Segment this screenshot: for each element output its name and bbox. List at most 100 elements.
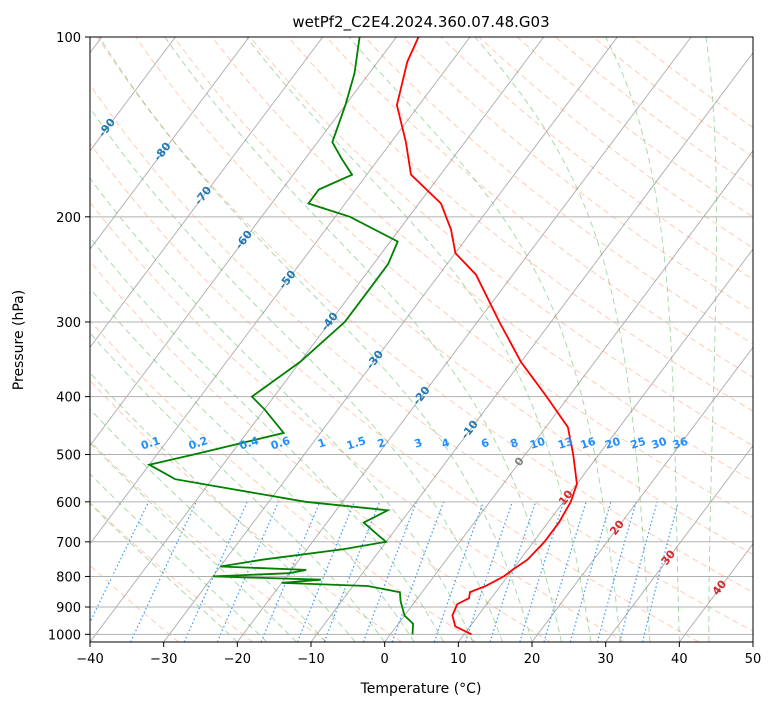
mixing-ratio-label: 6 <box>479 436 491 451</box>
moist-adiabat <box>90 332 386 642</box>
x-tick-label: −20 <box>224 652 251 667</box>
mixing-ratio-label: 0.4 <box>238 434 261 452</box>
x-tick-label: 10 <box>450 652 467 667</box>
y-tick-label: 200 <box>56 211 81 226</box>
moist-adiabat <box>348 37 621 642</box>
chart-title: wetPf2_C2E4.2024.360.07.48.G03 <box>292 13 549 32</box>
dry-adiabat <box>90 319 477 642</box>
plot-background <box>90 37 753 642</box>
mixing-ratio-label: 8 <box>509 436 520 451</box>
y-tick-label: 1000 <box>48 628 81 643</box>
mixing-ratio-line <box>519 501 565 642</box>
y-tick-label: 900 <box>56 601 81 616</box>
x-tick-label: −30 <box>150 652 177 667</box>
y-axis-label: Pressure (hPa) <box>11 290 27 390</box>
x-tick-label: 20 <box>524 652 541 667</box>
x-tick-label: 30 <box>597 652 614 667</box>
moist-adiabat <box>90 236 445 642</box>
mixing-ratio-label: 1.5 <box>345 434 368 452</box>
mixing-ratio-label: 0.2 <box>187 434 210 452</box>
x-tick-label: 50 <box>745 652 762 667</box>
isotherm-line <box>90 37 250 250</box>
mixing-ratio-line <box>433 501 484 642</box>
dry-adiabat <box>90 379 402 642</box>
y-tick-label: 300 <box>56 316 81 331</box>
moist-adiabat <box>90 107 503 642</box>
mixing-ratio-label: 0.1 <box>139 434 162 452</box>
pressure-gridlines <box>90 37 753 635</box>
moist-adiabat <box>90 177 474 642</box>
isotherm-line <box>752 641 753 642</box>
dry-adiabat <box>402 37 753 312</box>
mixing-ratio-line <box>183 501 248 642</box>
isotherm-line <box>605 444 753 642</box>
isotherm-line <box>531 346 753 642</box>
mixing-ratio-line <box>296 501 355 642</box>
mixing-ratio-line <box>362 501 418 642</box>
x-axis: −40 −30 −20 −10 0 10 20 30 40 50 <box>76 642 761 667</box>
dry-adiabat <box>90 260 551 642</box>
x-tick-label: −40 <box>76 652 103 667</box>
dry-adiabat <box>364 37 753 345</box>
y-axis: 100 200 300 400 500 600 700 800 900 1000 <box>48 31 90 643</box>
moist-adiabat <box>90 287 415 642</box>
dry-adiabat <box>135 37 753 555</box>
isotherm-line <box>236 37 692 642</box>
plot-frame <box>89 36 754 643</box>
dry-adiabat <box>90 440 328 642</box>
mixing-ratio-line <box>323 501 381 642</box>
mixing-ratio-label: 16 <box>579 435 598 452</box>
dry-adiabat <box>90 201 625 642</box>
isotherm-line <box>163 37 618 642</box>
mixing-ratio-label: 2 <box>376 436 387 451</box>
dry-adiabat <box>96 37 753 593</box>
isotherm-line <box>90 37 471 545</box>
profile-lines <box>146 37 578 636</box>
isotherm-line <box>90 37 397 447</box>
mixing-ratio-label: 25 <box>629 435 648 452</box>
temperature-line <box>395 37 578 636</box>
dry-adiabat <box>90 142 700 642</box>
mixing-ratio-line <box>489 501 537 642</box>
mixing-ratio-line <box>464 501 514 642</box>
mixing-ratio-label: 36 <box>671 435 690 452</box>
isotherm-line <box>90 37 545 642</box>
moist-adiabat <box>705 37 717 642</box>
moist-adiabat <box>98 37 533 642</box>
y-tick-label: 800 <box>56 570 81 585</box>
isotherm-line <box>384 150 753 642</box>
isotherm-label: -100 <box>35 93 62 123</box>
y-tick-label: 600 <box>56 496 81 511</box>
moist-adiabat <box>474 37 651 642</box>
mixing-ratio-label: 13 <box>556 435 575 452</box>
dry-adiabat <box>90 564 180 642</box>
mixing-ratio-label: 3 <box>413 436 424 451</box>
mixing-ratio-label: 4 <box>440 436 452 451</box>
y-tick-label: 700 <box>56 536 81 551</box>
y-tick-label: 400 <box>56 391 81 406</box>
dewpoint-line <box>146 37 415 635</box>
mixing-ratio-label: 20 <box>603 435 622 452</box>
x-tick-label: −10 <box>297 652 324 667</box>
isotherm-line <box>90 37 176 152</box>
moist-adiabat <box>90 473 268 642</box>
x-axis-label: Temperature (°C) <box>360 681 482 697</box>
moist-adiabat <box>245 37 592 642</box>
mixing-ratio-line <box>260 501 321 642</box>
y-tick-label: 500 <box>56 449 81 464</box>
moist-adiabat <box>90 408 327 642</box>
y-tick-label: 100 <box>56 31 81 46</box>
mixing-ratio-label: 10 <box>528 435 547 452</box>
mixing-ratio-label: 30 <box>650 435 669 452</box>
x-tick-label: 0 <box>381 652 389 667</box>
x-tick-label: 40 <box>671 652 688 667</box>
dry-adiabat <box>325 37 753 378</box>
mixing-ratio-label: 1 <box>316 436 327 451</box>
isotherm-line <box>457 248 753 642</box>
mixing-ratio-line <box>130 501 197 642</box>
isotherm-line <box>90 37 324 349</box>
moist-adiabat <box>90 502 238 642</box>
mixing-ratio-line <box>391 501 445 642</box>
moist-adiabat <box>605 37 680 642</box>
